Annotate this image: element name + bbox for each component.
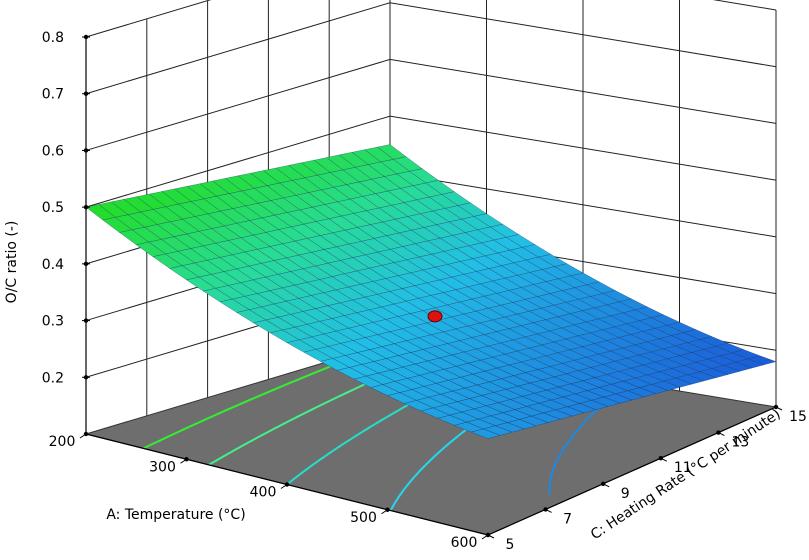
y-tick-label: 7 [563, 511, 572, 527]
y-tick-mark [602, 483, 610, 488]
design-point [427, 310, 443, 323]
z-tick-label: 0.7 [42, 87, 64, 103]
y-tick-dot [543, 507, 548, 512]
z-tick-dot [83, 375, 89, 380]
y-tick-label: 5 [506, 537, 515, 553]
x-tick-mark [79, 433, 87, 439]
y-tick-mark [545, 508, 552, 513]
x-tick-label: 400 [250, 485, 277, 501]
z-tick-label: 0.2 [42, 370, 64, 386]
wall-gridline-horizontal [85, 0, 777, 38]
y-tick-dot [716, 430, 721, 435]
z-tick-dot [83, 34, 89, 40]
surface-cell [470, 428, 501, 439]
y-tick-mark [487, 534, 495, 539]
x-tick-mark [381, 509, 388, 515]
x-tick-label: 500 [350, 510, 377, 526]
x-tick-label: 300 [149, 459, 176, 475]
z-tick-dot [83, 261, 89, 267]
z-tick-dot [83, 318, 89, 323]
z-tick-dot [83, 148, 89, 153]
y-tick-label: 15 [789, 409, 807, 425]
y-tick-label: 13 [731, 435, 749, 451]
y-axis-line [487, 406, 777, 536]
y-tick-label: 9 [621, 486, 630, 502]
y-tick-mark [660, 457, 668, 462]
x-axis-title: A: Temperature (°C) [106, 507, 245, 523]
x-tick-label: 200 [49, 434, 76, 450]
design-point-marker [427, 310, 443, 323]
x-tick-mark [180, 458, 187, 464]
y-tick-mark [718, 432, 725, 437]
z-tick-label: 0.3 [42, 314, 64, 330]
x-tick-label: 600 [451, 535, 478, 551]
response-surface [85, 144, 777, 439]
z-tick-label: 0.6 [42, 143, 64, 159]
y-tick-mark [775, 406, 783, 411]
z-tick-label: 0.5 [42, 200, 64, 216]
axes: 0.2 0.3 0.4 0.5 0.6 0.7 0.8 200 300 400 500 600 5 7 9 1… [42, 30, 807, 553]
z-tick-dot [83, 204, 89, 210]
x-tick-mark [280, 484, 288, 489]
y-tick-label: 11 [674, 460, 692, 476]
z-tick-label: 0.4 [42, 257, 64, 273]
z-axis-title: O/C ratio (-) [4, 221, 20, 304]
z-tick-dot [83, 91, 89, 96]
z-tick-label: 0.8 [42, 30, 64, 46]
